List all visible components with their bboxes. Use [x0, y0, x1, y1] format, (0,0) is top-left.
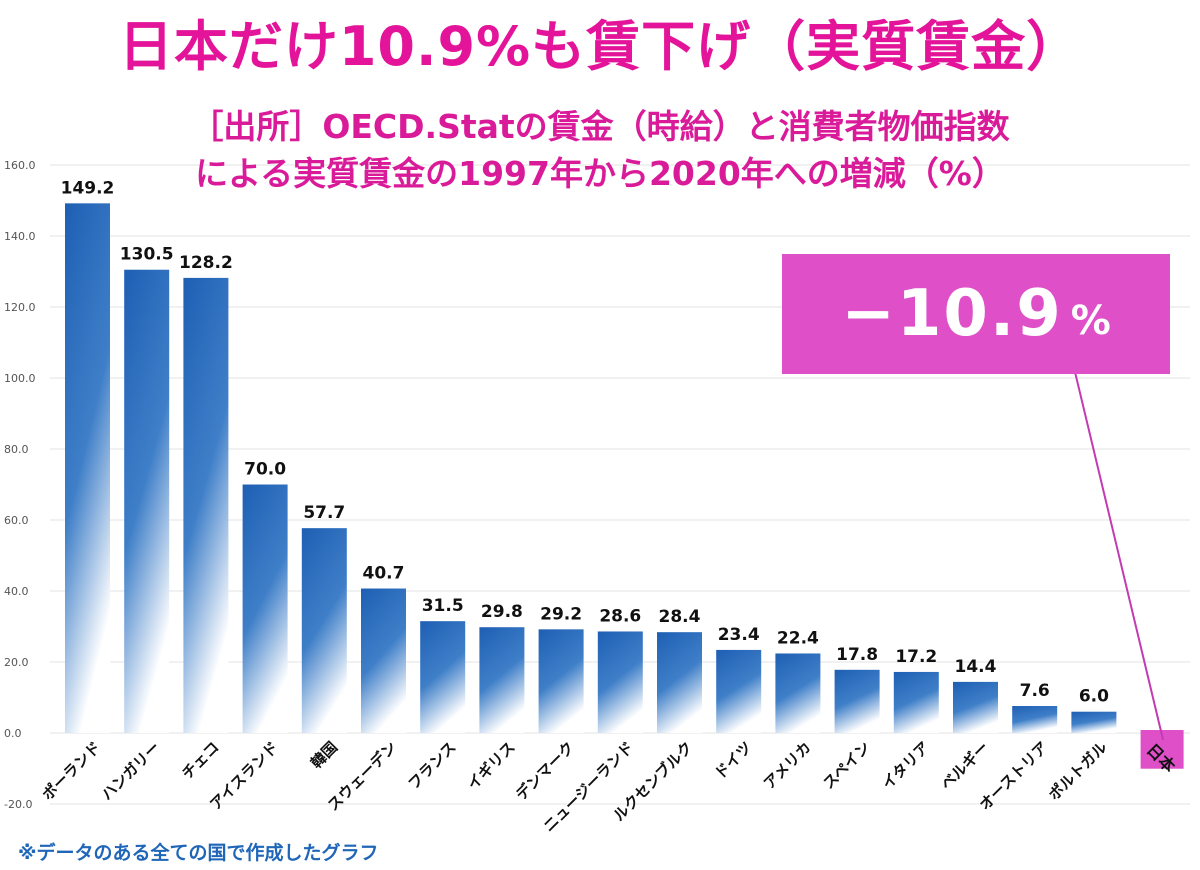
data-label: 28.6: [599, 606, 641, 626]
y-tick-label: 140.0: [4, 230, 36, 243]
category-label: ポルトガル: [1045, 738, 1111, 804]
bar: [1071, 711, 1117, 733]
category-label: アメリカ: [760, 738, 815, 793]
data-label: 29.8: [481, 602, 523, 622]
data-label: 17.2: [895, 647, 937, 667]
data-label: 23.4: [718, 625, 760, 645]
data-label: 6.0: [1079, 687, 1109, 707]
bar: [893, 671, 939, 733]
bar: [657, 632, 702, 733]
y-tick-label: -20.0: [4, 798, 32, 811]
category-label: 韓国: [307, 738, 341, 772]
category-label: チェコ: [178, 738, 223, 783]
category-label: ドイツ: [711, 738, 756, 783]
y-tick-label: 40.0: [4, 585, 29, 598]
y-tick-label: 80.0: [4, 443, 29, 456]
y-tick-label: 120.0: [4, 301, 36, 314]
data-label: 28.4: [659, 607, 701, 627]
bar: [361, 588, 406, 733]
category-label: イギリス: [464, 738, 519, 793]
chart-subtitle-line1: ［出所］OECD.Statの賃金（時給）と消費者物価指数: [190, 107, 1010, 146]
y-tick-label: 20.0: [4, 656, 29, 669]
data-label: 29.2: [540, 604, 582, 624]
data-label: 149.2: [61, 178, 115, 198]
data-label: 57.7: [303, 503, 345, 523]
bar: [301, 528, 347, 733]
bar: [953, 681, 998, 733]
bar: [716, 649, 762, 733]
bar: [420, 621, 466, 733]
category-label: スペイン: [820, 738, 874, 792]
data-label: 40.7: [363, 564, 405, 584]
category-label: ベルギー: [937, 738, 992, 793]
category-label: フランス: [405, 738, 460, 793]
bar: [538, 629, 584, 733]
bar: [479, 627, 525, 733]
category-label: ハンガリー: [98, 738, 164, 804]
y-tick-label: 100.0: [4, 372, 36, 385]
bar: [834, 669, 880, 733]
data-label: 31.5: [422, 596, 464, 616]
callout-unit: %: [1070, 298, 1111, 344]
chart-title: 日本だけ10.9%も賃下げ（実質賃金）: [118, 15, 1082, 78]
y-tick-label: 0.0: [4, 727, 22, 740]
category-label: ポーランド: [39, 738, 105, 804]
bar: [1012, 706, 1058, 733]
data-label: 22.4: [777, 628, 819, 648]
data-label: 128.2: [179, 253, 233, 273]
data-label: 130.5: [120, 245, 174, 265]
bar: [775, 653, 821, 733]
data-label: 70.0: [244, 460, 286, 480]
data-label: 14.4: [955, 657, 997, 677]
callout-leader: [1074, 371, 1165, 741]
y-tick-label: 160.0: [4, 159, 36, 172]
gridlines: [50, 164, 1190, 805]
data-label: 7.6: [1020, 681, 1050, 701]
bar: [183, 277, 229, 733]
japan-callout-box: −10.9 %: [782, 254, 1170, 374]
bars: [65, 203, 1184, 769]
bar: [124, 269, 170, 733]
footnote: ※データのある全ての国で作成したグラフ: [18, 842, 379, 864]
callout-leader-line: [1074, 371, 1165, 741]
data-labels: 149.2 130.5 128.2 70.0 57.7 40.7 31.5 29.8 29.2 2…: [61, 178, 1110, 706]
y-axis-ticks: -20.0 0.0 20.0 40.0 60.0 80.0 100.0 120.0 140.0 1…: [4, 159, 36, 811]
bar: [65, 203, 110, 734]
category-label: イタリア: [878, 738, 933, 793]
y-tick-label: 60.0: [4, 514, 29, 527]
bar: [242, 484, 288, 733]
callout-value: −10.9: [841, 277, 1063, 351]
chart-subtitle-line2: による実質賃金の1997年から2020年への増減（%）: [195, 154, 1005, 193]
bar: [597, 631, 643, 733]
data-label: 17.8: [836, 645, 878, 665]
